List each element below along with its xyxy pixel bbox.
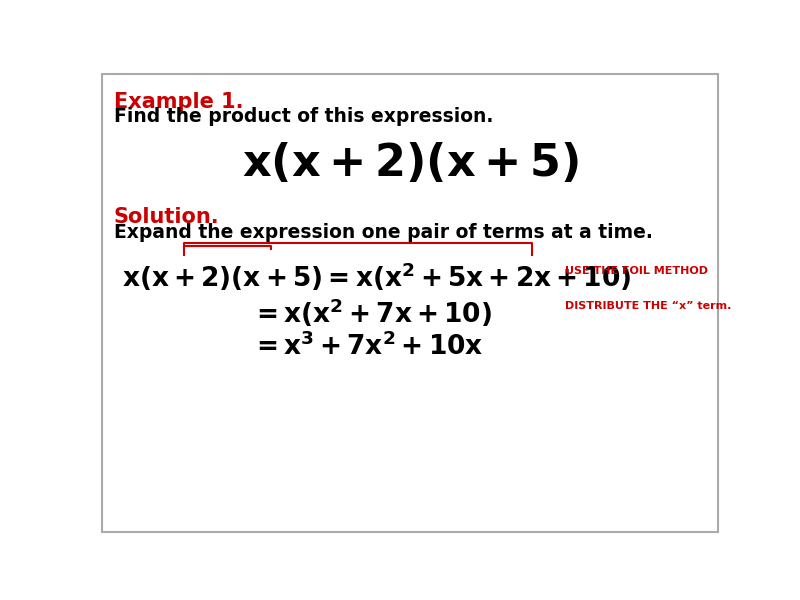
Text: $\mathbf{x(x+2)(x+5) = x(x^2+5x+2x+10)}$: $\mathbf{x(x+2)(x+5) = x(x^2+5x+2x+10)}$ [122,260,631,293]
Text: Example 1.: Example 1. [114,92,243,112]
Text: $\mathbf{= x(x^2+7x+10)}$: $\mathbf{= x(x^2+7x+10)}$ [251,297,492,329]
Text: USE THE FOIL METHOD: USE THE FOIL METHOD [565,266,708,276]
Text: DISTRIBUTE THE “x” term.: DISTRIBUTE THE “x” term. [565,301,731,311]
Text: Expand the expression one pair of terms at a time.: Expand the expression one pair of terms … [114,223,653,242]
Text: Solution.: Solution. [114,207,219,227]
Text: $\mathbf{= x^3+7x^2+10x}$: $\mathbf{= x^3+7x^2+10x}$ [251,332,484,361]
Text: $\mathbf{x(x+2)(x+5)}$: $\mathbf{x(x+2)(x+5)}$ [242,141,578,185]
Text: Find the product of this expression.: Find the product of this expression. [114,107,494,127]
